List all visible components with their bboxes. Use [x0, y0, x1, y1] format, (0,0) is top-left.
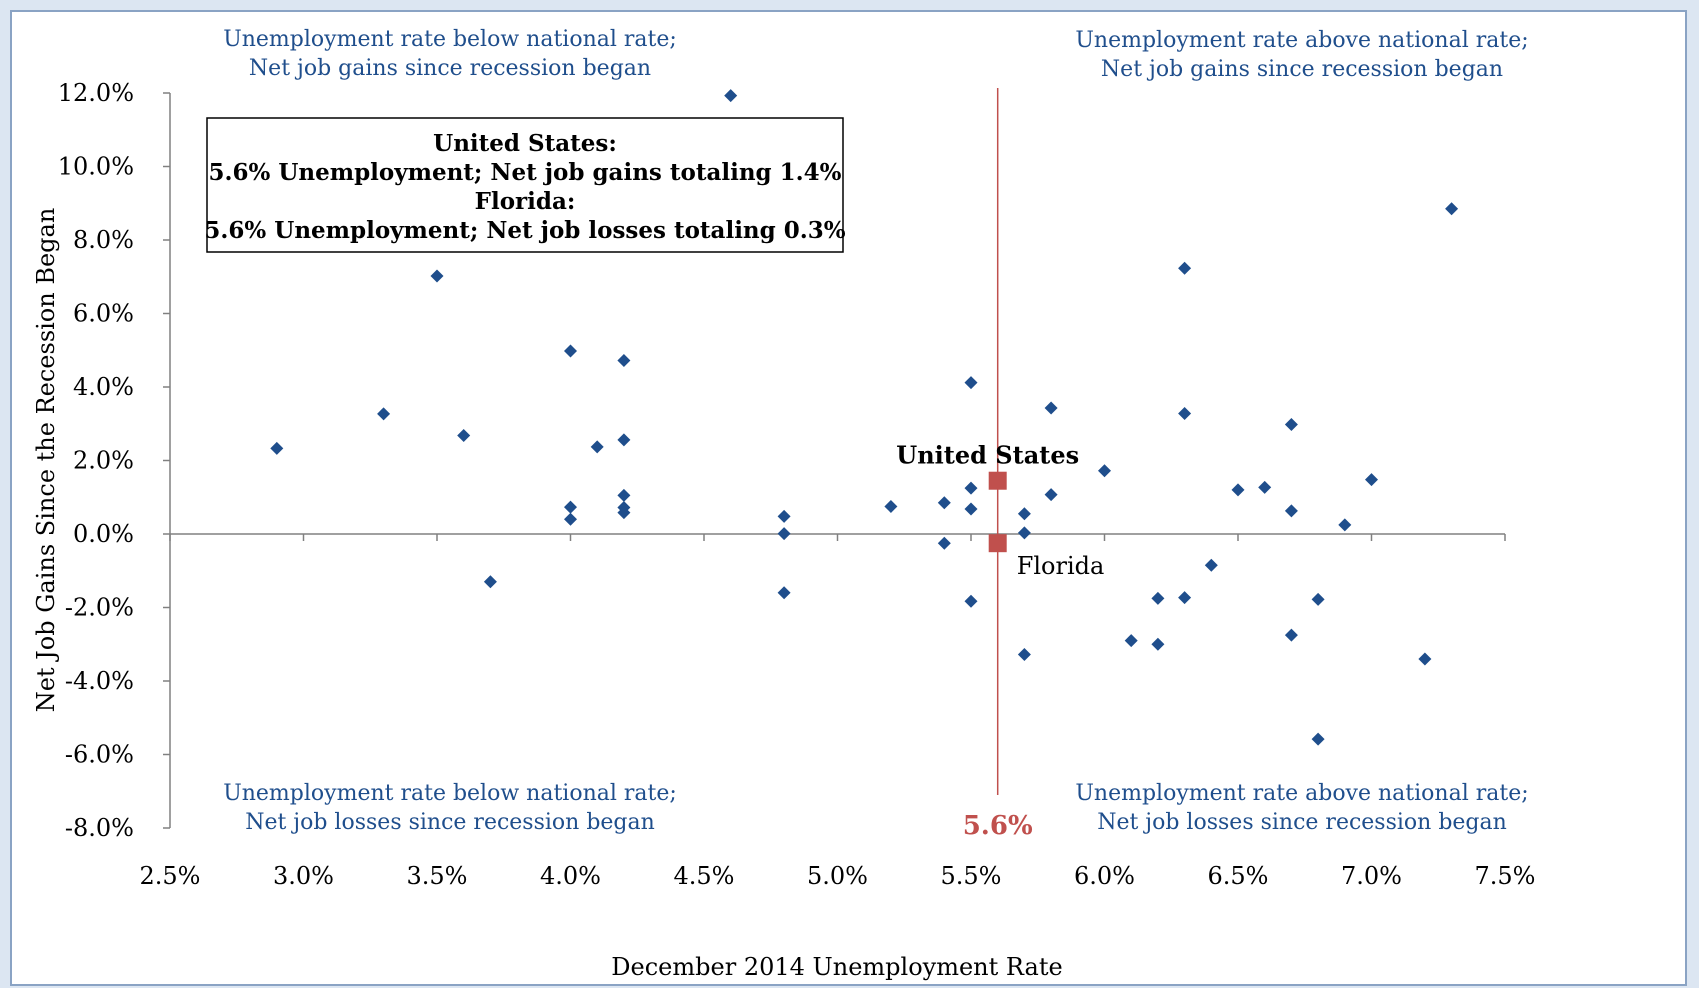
state-point [1151, 591, 1165, 605]
state-point [937, 496, 951, 510]
y-tick-label: 4.0% [73, 373, 134, 401]
state-point [564, 512, 577, 526]
y-tick-label: 2.0% [73, 447, 134, 475]
state-point [1311, 732, 1325, 746]
x-tick-label: 7.0% [1341, 862, 1402, 890]
y-tick-label: 12.0% [58, 79, 134, 107]
state-point [1178, 261, 1192, 275]
x-tick-label: 2.5% [140, 862, 201, 890]
united-states-point [988, 471, 1007, 490]
x-axis-ticks: 2.5% 3.0% 3.5% 4.0% 4.5% 5.0% 5.5% 6.0% 6.5% 7.0%… [140, 534, 1536, 890]
state-point [1204, 558, 1218, 572]
quadrant-top-left-line1: Unemployment rate below national rate; [223, 27, 677, 52]
state-point [1445, 202, 1459, 216]
state-point [964, 502, 978, 516]
state-point [430, 269, 444, 283]
y-tick-label: -6.0% [65, 741, 134, 769]
state-point [457, 429, 471, 443]
y-tick-label: 6.0% [73, 300, 134, 328]
x-tick-label: 3.0% [273, 862, 334, 890]
state-point [483, 575, 497, 589]
info-box-border [206, 117, 844, 253]
state-point [724, 89, 738, 103]
state-point [777, 527, 791, 541]
state-point [1124, 634, 1138, 648]
quadrant-top-right-line1: Unemployment rate above national rate; [1075, 28, 1528, 53]
state-point [270, 441, 284, 455]
state-points [270, 89, 1459, 746]
quadrant-bottom-right-line1: Unemployment rate above national rate; [1075, 781, 1528, 806]
state-point [1178, 591, 1192, 605]
state-point [1231, 483, 1245, 497]
state-point [777, 509, 791, 523]
state-point [1017, 526, 1031, 540]
state-point [590, 440, 604, 454]
state-point [937, 536, 951, 550]
state-point [564, 500, 577, 514]
state-point [617, 506, 631, 520]
x-tick-label: 6.0% [1074, 862, 1135, 890]
info-florida-heading: Florida: [475, 188, 576, 215]
y-axis-ticks: 12.0% 10.0% 8.0% 6.0% 4.0% 2.0% 0.0% -2.0% -4.0%… [58, 79, 170, 842]
state-point [1284, 504, 1298, 518]
florida-point [988, 534, 1007, 553]
x-tick-label: 7.5% [1475, 862, 1536, 890]
state-point [617, 354, 631, 368]
info-florida-detail: 5.6% Unemployment; Net job losses totali… [204, 217, 845, 244]
info-box: United States: 5.6% Unemployment; Net jo… [204, 117, 846, 253]
state-point [1418, 652, 1432, 666]
y-tick-label: 10.0% [58, 153, 134, 181]
state-point [617, 488, 631, 502]
state-point [1284, 417, 1298, 431]
x-tick-label: 4.0% [540, 862, 601, 890]
state-point [1017, 507, 1031, 521]
y-tick-label: 0.0% [73, 520, 134, 548]
y-tick-label: 8.0% [73, 226, 134, 254]
state-point [1258, 480, 1272, 494]
scatter-chart: 2.5% 3.0% 3.5% 4.0% 4.5% 5.0% 5.5% 6.0% 6.5% 7.0%… [32, 27, 1536, 981]
state-point [1338, 518, 1352, 532]
national-rate-label: 5.6% [963, 811, 1033, 841]
state-point [964, 594, 978, 608]
quadrant-top-right-line2: Net job gains since recession began [1101, 57, 1503, 82]
state-point [1044, 401, 1058, 415]
state-point [1365, 473, 1378, 487]
highlighted-points [988, 471, 1007, 553]
quadrant-top-left-line2: Net job gains since recession began [249, 56, 651, 81]
x-tick-label: 5.5% [941, 862, 1002, 890]
state-point [1098, 464, 1111, 478]
y-tick-label: -4.0% [65, 667, 134, 695]
state-point [1178, 406, 1192, 420]
x-tick-label: 4.5% [674, 862, 735, 890]
x-tick-label: 6.5% [1208, 862, 1269, 890]
state-point [1044, 488, 1058, 502]
y-axis-title: Net Job Gains Since the Recession Began [32, 208, 60, 713]
state-point [964, 376, 978, 390]
state-point [964, 481, 978, 495]
info-us-heading: United States: [433, 130, 617, 157]
state-point [1284, 628, 1298, 642]
united-states-label: United States [896, 441, 1079, 470]
state-point [1151, 637, 1165, 651]
quadrant-bottom-left-line2: Net job losses since recession began [245, 810, 655, 835]
quadrant-bottom-right-line2: Net job losses since recession began [1097, 810, 1507, 835]
quadrant-bottom-left-line1: Unemployment rate below national rate; [223, 781, 677, 806]
florida-label: Florida [1017, 552, 1105, 580]
state-point [777, 586, 791, 600]
state-point [377, 407, 391, 421]
info-us-detail: 5.6% Unemployment; Net job gains totalin… [208, 159, 841, 186]
state-point [884, 499, 898, 513]
x-tick-label: 5.0% [807, 862, 868, 890]
x-tick-label: 3.5% [407, 862, 468, 890]
x-axis-title: December 2014 Unemployment Rate [611, 953, 1062, 981]
state-point [1017, 648, 1031, 662]
state-point [617, 433, 631, 447]
y-tick-label: -8.0% [65, 814, 134, 842]
state-point [564, 344, 577, 358]
chart-frame: 2.5% 3.0% 3.5% 4.0% 4.5% 5.0% 5.5% 6.0% 6.5% 7.0%… [10, 10, 1687, 986]
y-tick-label: -2.0% [65, 594, 134, 622]
state-point [1311, 592, 1325, 606]
